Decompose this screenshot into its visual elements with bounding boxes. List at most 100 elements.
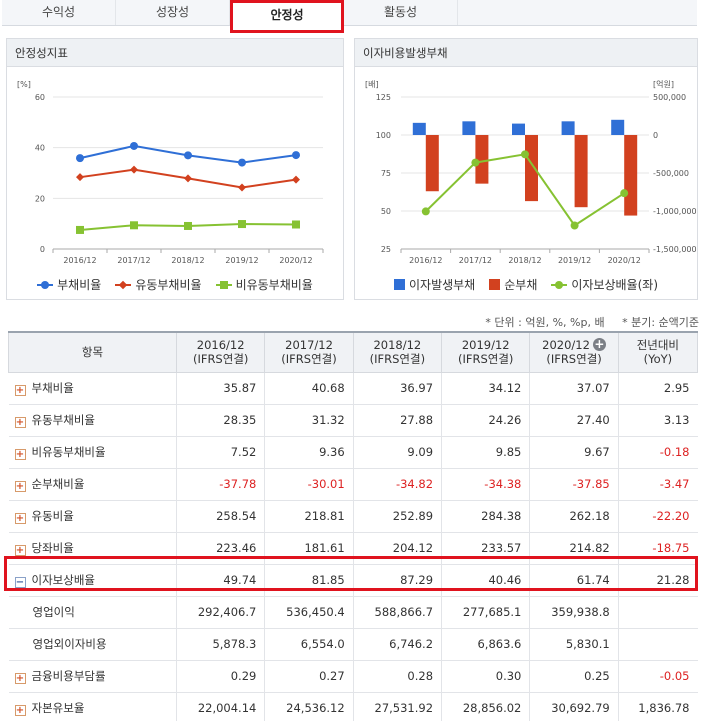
table-cell: 21.28 — [617, 564, 698, 597]
header-2020: 2020/12 + (IFRS연결) — [529, 331, 619, 373]
legend-item[interactable]: 순부채 — [489, 276, 537, 293]
row-label-text: 당좌비율 — [31, 541, 74, 555]
tab-growth[interactable]: 성장성 — [116, 0, 230, 25]
y-axis-label-left: [배] — [365, 80, 379, 89]
table-cell: 40.46 — [441, 564, 530, 597]
expand-icon[interactable]: + — [14, 385, 26, 396]
data-point — [76, 225, 84, 234]
y-tick-label: 20 — [35, 194, 45, 203]
panel-title: 이자비용발생부채 — [355, 39, 697, 67]
legend-swatch — [489, 279, 501, 290]
expand-icon[interactable]: + — [14, 673, 26, 684]
header-2017: 2017/12 (IFRS연결) — [264, 331, 354, 373]
data-point — [421, 207, 430, 216]
tab-profitability[interactable]: 수익성 — [2, 0, 116, 25]
table-cell: 37.07 — [529, 372, 619, 405]
table-cell: 181.61 — [264, 532, 354, 565]
table-cell: -18.75 — [617, 532, 698, 565]
table-cell: 27.40 — [529, 404, 619, 437]
expand-icon[interactable]: + — [14, 449, 26, 460]
table-row: + 당좌비율 223.46 181.61 204.12 233.57 214.82 -18.7… — [8, 532, 698, 565]
expand-icon[interactable]: + — [14, 705, 26, 716]
tab-stability[interactable]: 안정성 — [230, 0, 344, 33]
collapse-icon[interactable]: − — [14, 577, 26, 588]
legend-swatch — [37, 280, 54, 289]
expand-icon[interactable]: + — [14, 481, 26, 492]
table-row: 영업이익 292,406.7 536,450.4 588,866.7 277,685.1… — [8, 596, 698, 629]
table-row: − 이자보상배율 49.74 81.85 87.29 40.46 61.74 21.28 — [8, 564, 698, 597]
table-cell: 1,836.78 — [617, 692, 698, 721]
data-point — [184, 174, 192, 183]
expand-icon[interactable]: + — [14, 545, 26, 556]
bar — [412, 122, 426, 135]
tab-activity[interactable]: 활동성 — [344, 0, 458, 25]
data-point — [292, 175, 300, 184]
legend-item[interactable]: 이자보상배율(좌) — [551, 276, 658, 293]
bar — [462, 121, 476, 135]
y-tick-label-left: 25 — [381, 245, 391, 254]
table-cell: 204.12 — [352, 532, 442, 565]
legend-item[interactable]: 비유동부채비율 — [215, 276, 313, 293]
legend-item[interactable]: 이자발생부채 — [393, 276, 476, 293]
table-cell: -37.85 — [529, 468, 619, 501]
x-tick-label: 2020/12 — [608, 256, 641, 265]
table-cell: 87.29 — [352, 564, 442, 597]
row-label: + 당좌비율 — [8, 532, 177, 565]
y-axis-label: [%] — [17, 80, 31, 89]
x-tick-label: 2017/12 — [117, 256, 150, 265]
row-label: + 유동부채비율 — [8, 404, 177, 437]
table-cell: 28.35 — [175, 404, 265, 437]
y-axis-label-right: [억원] — [653, 79, 674, 89]
interest-debt-chart-panel: 이자비용발생부채 [배] [억원] 25 50 75 100 125 500,000 0 -500… — [354, 38, 698, 300]
table-cell: 9.67 — [529, 436, 619, 469]
table-cell: 252.89 — [352, 500, 442, 533]
row-label-text: 유동비율 — [31, 509, 74, 523]
header-2016: 2016/12 (IFRS연결) — [175, 331, 266, 373]
table-cell: 536,450.4 — [264, 596, 354, 629]
table-cell: 22,004.14 — [175, 692, 265, 721]
add-column-icon[interactable]: + — [592, 337, 606, 352]
data-point — [130, 221, 138, 230]
table-cell: 24.26 — [441, 404, 530, 437]
table-cell: 28,856.02 — [441, 692, 530, 721]
unit-note: * 단위 : 억원, %, %p, 배 — [485, 316, 605, 329]
y-tick-label-right: 0 — [653, 131, 658, 140]
table-cell: 233.57 — [441, 532, 530, 565]
table-cell: 0.27 — [264, 660, 354, 693]
table-cell: 9.36 — [264, 436, 354, 469]
legend-item[interactable]: 부채비율 — [37, 276, 101, 293]
table-cell: 359,938.8 — [529, 596, 619, 629]
x-tick-label: 2016/12 — [63, 256, 96, 265]
y-tick-label: 40 — [35, 144, 45, 153]
stability-table: 항목 2016/12 (IFRS연결) 2017/12 (IFRS연결) 2018/… — [8, 331, 699, 721]
legend-item[interactable]: 유동부채비율 — [115, 276, 202, 293]
table-cell: -30.01 — [264, 468, 354, 501]
table-cell: 24,536.12 — [264, 692, 354, 721]
stability-line-chart: [%] 0 20 40 60 2016/12 2017/12 2018/12 2019/12 20… — [17, 80, 324, 265]
data-point — [521, 150, 529, 159]
table-cell: 35.87 — [175, 372, 265, 405]
header-yoy: 전년대비 (YoY) — [617, 331, 699, 373]
table-cell: 6,554.0 — [264, 628, 354, 661]
legend-label: 이자발생부채 — [408, 278, 476, 292]
data-point — [184, 151, 192, 160]
table-cell: 0.28 — [352, 660, 442, 693]
data-point — [130, 165, 138, 174]
table-cell: 9.09 — [352, 436, 442, 469]
y-tick-label-left: 50 — [381, 207, 391, 216]
x-tick-label: 2016/12 — [409, 256, 442, 265]
table-cell: -34.38 — [441, 468, 530, 501]
table-cell: 6,863.6 — [441, 628, 530, 661]
data-point — [292, 220, 300, 229]
table-cell: 40.68 — [264, 372, 354, 405]
y-tick-label-right: -1,500,000 — [653, 245, 697, 254]
table-cell: 31.32 — [264, 404, 354, 437]
expand-icon[interactable]: + — [14, 513, 26, 524]
y-tick-label-right: -1,000,000 — [653, 207, 697, 216]
legend-swatch — [551, 280, 568, 289]
row-label: + 순부채비율 — [8, 468, 177, 501]
expand-icon[interactable]: + — [14, 417, 26, 428]
table-cell: 49.74 — [175, 564, 265, 597]
y-tick-label-right: -500,000 — [653, 169, 689, 178]
table-row: + 부채비율 35.87 40.68 36.97 34.12 37.07 2.95 — [8, 372, 698, 405]
